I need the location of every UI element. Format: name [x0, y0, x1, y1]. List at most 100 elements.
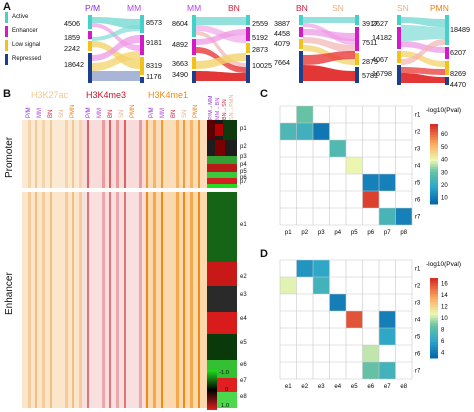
matrix-cell: [280, 277, 297, 294]
sankey-left-value: 3490: [172, 70, 188, 79]
state-legend: Active Enhancer Low signal Repressed: [5, 12, 65, 72]
matrix-cell: [296, 123, 313, 140]
colorbar-segment: [430, 318, 438, 322]
sankey-right-value: 7511: [362, 38, 378, 47]
matrix-cell: [346, 311, 363, 328]
matrix-cell: [313, 123, 330, 140]
panel-label-b: B: [3, 88, 11, 100]
transition-label: MM→BN: [215, 97, 221, 120]
column-label: p3: [318, 230, 325, 236]
colorbar-segment: [430, 352, 438, 356]
cluster-label: e7: [240, 378, 247, 384]
legend-swatch-active: [5, 12, 8, 23]
colorbar-segment: [430, 339, 438, 343]
colorbar-segment: [430, 137, 438, 141]
colorbar-segment: [430, 196, 438, 200]
column-label: e2: [301, 384, 308, 390]
colorbar-segment: [430, 188, 438, 192]
sankey-left-stage: MM: [187, 3, 202, 13]
sankey-left-value: 18642: [64, 60, 84, 69]
legend-label-active: Active: [12, 14, 29, 20]
colorbar-segment: [430, 296, 438, 300]
cluster-label: e5: [240, 340, 247, 346]
panel-label-c: C: [260, 88, 268, 100]
colorbar-segment: [430, 161, 438, 165]
sankey-mm-bn: MM BN 8604 4892 3663 3490 2559 5192 2873…: [172, 3, 282, 85]
row-label: r5: [415, 335, 421, 341]
row-label: r4: [415, 164, 421, 170]
matrix-cell: [379, 328, 396, 345]
column-label: e6: [367, 384, 374, 390]
sankey-bn-sn: BN SN 3887 4458 4079 7664 3917 7511 2879…: [274, 3, 380, 85]
colorbar-segment: [430, 153, 438, 157]
colorbar-segment: [430, 283, 438, 287]
transition-label: SN→PMN: [229, 94, 235, 120]
colorbar-title: -log10(Pval): [426, 261, 461, 268]
colorbar-segment: [430, 328, 438, 332]
row-label: r7: [415, 215, 421, 221]
row-label: r6: [415, 198, 421, 204]
mark-label-h3k27ac: H3K27ac: [31, 90, 69, 100]
colorbar-segment: [430, 177, 438, 181]
sankey-flows: [397, 15, 449, 85]
sankey-left-value: 2627: [372, 19, 388, 28]
stage-sublabel: BN: [108, 109, 114, 118]
sankey-right-value: 8319: [146, 61, 162, 70]
cluster-label: p4: [240, 162, 247, 168]
sankey-left-value: 4458: [274, 29, 290, 38]
colorbar-segment: [430, 344, 438, 348]
legend-swatch-repressed: [5, 54, 8, 65]
colorbar-segment: [430, 158, 438, 162]
stage-sublabel: PMN: [70, 104, 76, 118]
colorbar-segment: [430, 336, 438, 340]
sankey-flows: [299, 15, 359, 83]
colorbar-tick: 10: [441, 196, 448, 202]
colorbar-segment: [430, 302, 438, 306]
row-label: r1: [415, 267, 421, 273]
matrix-cell: [362, 191, 379, 208]
stage-sublabel: P/M: [149, 107, 155, 118]
sankey-left-value: 1859: [64, 33, 80, 42]
stage-sublabel: SN: [119, 109, 125, 118]
colorbar-tick: 50: [441, 145, 448, 151]
sankey-right-value: 8573: [146, 18, 162, 27]
sankey-right-value: 18489: [450, 25, 470, 34]
colorbar-segment: [430, 142, 438, 146]
sankey-right-stage: BN: [228, 3, 240, 13]
colorbar-tick: 40: [441, 158, 448, 164]
sankey-right-value: 3917: [362, 19, 378, 28]
colorbar-segment: [430, 150, 438, 154]
colorbar-tick: 14: [441, 293, 448, 299]
colorbar-tick: 0: [225, 387, 229, 393]
colorbar-segment: [430, 326, 438, 330]
row-group-promoter: Promoter: [4, 136, 15, 178]
sankey-left-value: 7664: [274, 58, 290, 67]
colorbar-segment: [430, 310, 438, 314]
sankey-left-value: 3663: [172, 59, 188, 68]
colorbar-segment: [430, 134, 438, 138]
sankey-right-value: 5192: [252, 33, 268, 42]
colorbar-tick: 30: [441, 170, 448, 176]
colorbar-tick: 6: [441, 339, 445, 345]
row-label: r7: [415, 369, 421, 375]
sankey-flows: [192, 15, 250, 83]
transition-label: P/M→MM: [208, 95, 214, 120]
cluster-label: e6: [240, 362, 247, 368]
colorbar-tick: 60: [441, 132, 448, 138]
legend-swatch-low-signal: [5, 40, 8, 51]
matrix-c: r1 r2 r3 r4 r5 r6 r7 p1 p2 p3 p4 p5 p6 p7 p8 -log10(Pva…: [279, 105, 461, 236]
stage-sublabel: MM: [97, 108, 103, 118]
sankey-sn-pmn: SN PMN 2627 14182 4067 16798 18489 6207 …: [372, 3, 474, 89]
legend-label-enhancer: Enhancer: [12, 28, 38, 34]
row-label: r6: [415, 352, 421, 358]
column-label: p8: [400, 230, 407, 236]
sankey-left-stage: SN: [397, 3, 409, 13]
colorbar-segment: [430, 278, 438, 282]
colorbar-segment: [430, 132, 438, 136]
colorbar-segment: [430, 331, 438, 335]
sankey-right-value: 9181: [146, 38, 162, 47]
colorbar-segment: [430, 126, 438, 130]
cluster-label: e2: [240, 274, 247, 280]
stage-sublabel: MM: [160, 108, 166, 118]
sankey-right-value: 2879: [362, 57, 378, 66]
